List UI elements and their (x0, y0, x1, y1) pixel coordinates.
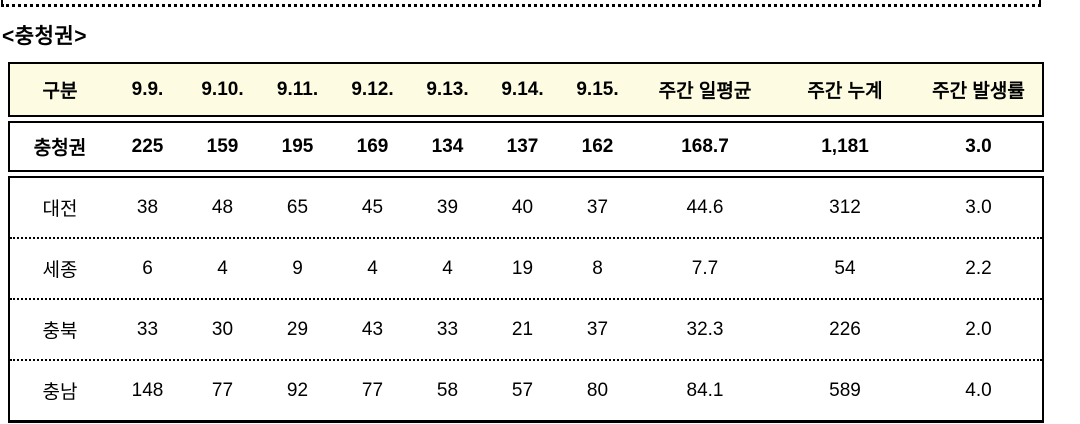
row-label: 세종 (42, 260, 78, 281)
row-label: 충남 (42, 382, 78, 403)
row-value: 77 (361, 379, 384, 401)
row-value: 48 (211, 196, 234, 218)
row-value: 37 (586, 196, 609, 218)
total-row-value: 3.0 (965, 135, 992, 157)
total-row-value: 168.7 (681, 135, 729, 157)
header-cell: 9.14. (501, 78, 544, 100)
header-cell: 주간 일평균 (658, 81, 752, 102)
row-value: 40 (511, 196, 534, 218)
header-cell: 주간 발생률 (932, 81, 1025, 102)
row-value: 77 (211, 379, 234, 401)
table-detail-rows: 대전 38 48 65 45 39 40 37 44.6 312 3.0 세종 6 4 9 4 4 19 8 7.7 5… (8, 176, 1044, 423)
row-value: 21 (511, 318, 534, 340)
row-value: 19 (511, 257, 534, 279)
row-label: 대전 (42, 199, 78, 220)
row-value: 3.0 (965, 196, 992, 218)
row-value: 589 (829, 379, 861, 401)
total-row-value: 134 (431, 135, 464, 157)
row-value: 44.6 (686, 196, 724, 218)
row-value: 33 (436, 318, 459, 340)
header-cell: 주간 누계 (807, 81, 883, 102)
row-value: 8 (592, 257, 603, 279)
row-value: 45 (361, 196, 384, 218)
row-value: 80 (586, 379, 609, 401)
header-cell: 9.12. (351, 78, 394, 100)
table-total-row: 충청권 225 159 195 169 134 137 162 168.7 1,181 3.0 (8, 121, 1044, 172)
total-row: 충청권 225 159 195 169 134 137 162 168.7 1,181 3.0 (10, 123, 1042, 170)
row-value: 38 (136, 196, 159, 218)
header-cell-category: 구분 (42, 81, 78, 102)
total-row-value: 162 (581, 135, 614, 157)
row-value: 29 (286, 318, 309, 340)
total-row-value: 195 (281, 135, 314, 157)
row-value: 148 (131, 379, 164, 401)
total-row-value: 169 (356, 135, 389, 157)
row-value: 2.2 (965, 257, 992, 279)
header-cell: 9.9. (131, 78, 164, 100)
row-value: 43 (361, 318, 384, 340)
row-value: 4.0 (965, 379, 992, 401)
row-value: 37 (586, 318, 609, 340)
row-value: 4 (442, 257, 453, 279)
row-value: 7.7 (691, 257, 719, 279)
previous-table-bottom-edge (1, 0, 1041, 7)
row-value: 30 (211, 318, 234, 340)
header-cell: 9.15. (576, 78, 619, 100)
row-value: 4 (217, 257, 228, 279)
row-value: 33 (136, 318, 159, 340)
row-value: 57 (511, 379, 534, 401)
row-label: 충북 (42, 321, 78, 342)
row-value: 4 (367, 257, 378, 279)
row-value: 65 (286, 196, 309, 218)
total-row-label: 충청권 (33, 138, 87, 159)
row-value: 54 (834, 257, 856, 279)
header-cell: 9.13. (426, 78, 469, 100)
row-value: 58 (436, 379, 459, 401)
row-value: 9 (292, 257, 303, 279)
table-row: 충남 148 77 92 77 58 57 80 84.1 589 4.0 (10, 359, 1042, 420)
row-value: 39 (436, 196, 459, 218)
table-row: 충북 33 30 29 43 33 21 37 32.3 226 2.0 (10, 298, 1042, 359)
header-row: 구분 9.9. 9.10. 9.11. 9.12. 9.13. 9.14. 9.15. 주간 일… (10, 64, 1042, 115)
row-value: 6 (142, 257, 153, 279)
section-title: <충청권> (2, 25, 87, 48)
row-value: 92 (286, 379, 309, 401)
table-row: 세종 6 4 9 4 4 19 8 7.7 54 2.2 (10, 237, 1042, 298)
row-value: 226 (829, 318, 861, 340)
total-row-value: 159 (206, 135, 239, 157)
row-value: 312 (829, 196, 861, 218)
total-row-value: 137 (506, 135, 539, 157)
header-cell: 9.10. (201, 78, 244, 100)
row-value: 32.3 (686, 318, 724, 340)
chungcheong-region-table: 구분 9.9. 9.10. 9.11. 9.12. 9.13. 9.14. 9.15. 주간 일… (8, 62, 1044, 423)
row-value: 84.1 (686, 379, 724, 401)
total-row-value: 225 (131, 135, 164, 157)
header-cell: 9.11. (276, 78, 319, 100)
table-row: 대전 38 48 65 45 39 40 37 44.6 312 3.0 (10, 178, 1042, 237)
table-header-row: 구분 9.9. 9.10. 9.11. 9.12. 9.13. 9.14. 9.15. 주간 일… (8, 62, 1044, 117)
total-row-value: 1,181 (821, 135, 869, 157)
row-value: 2.0 (965, 318, 992, 340)
